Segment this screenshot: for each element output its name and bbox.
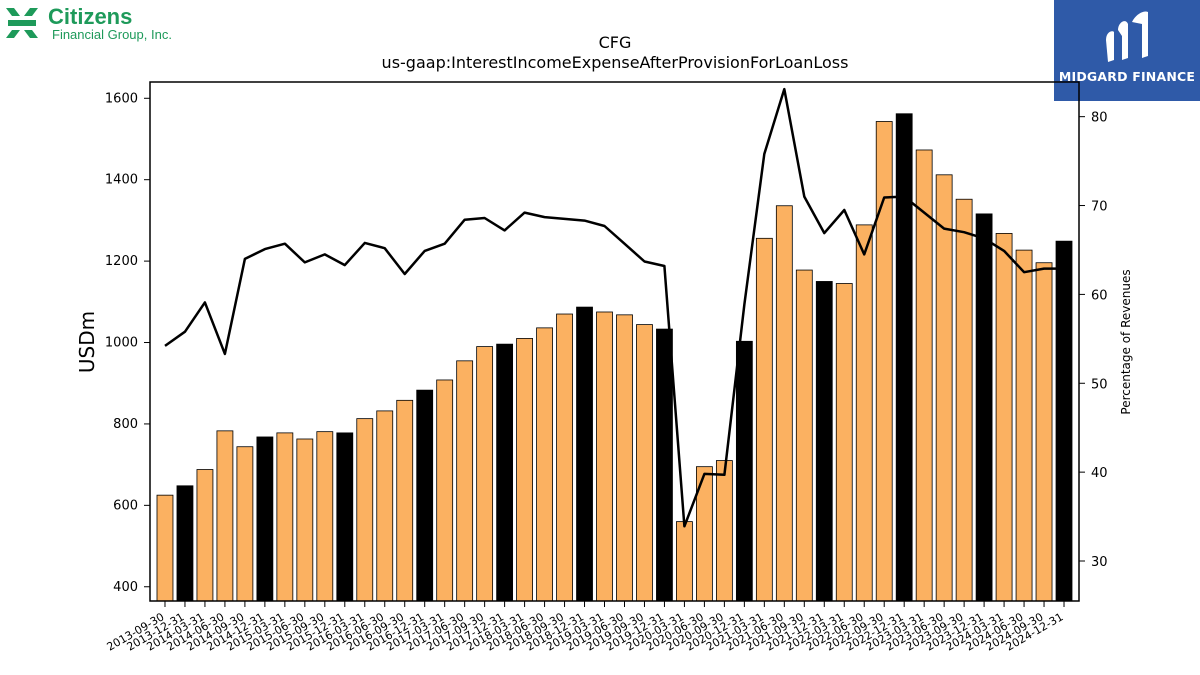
bar-2024-03-31 [995,233,1013,602]
y2-axis-label: Percentage of Revenues [1119,269,1133,414]
bar-2022-06-30 [855,224,873,602]
bar-2021-06-30 [775,205,793,602]
bar-2023-06-30 [935,174,953,602]
y2-tick-label: 40 [1091,466,1108,481]
bar-2013-09-30 [156,494,174,602]
bar-2018-03-31 [516,338,533,602]
bar-2023-09-30 [955,198,973,602]
citizens-logo-text: Citizens [48,4,132,29]
y2-tick-label: 30 [1091,555,1108,570]
x-axis: 2013-09-302013-12-312014-03-312014-06-30… [105,601,1066,654]
bar-2013-12-31 [176,485,194,602]
bar-2022-09-30 [875,121,893,602]
bar-2019-03-31 [596,311,613,602]
bar-2016-09-30 [396,399,414,602]
citizens-logo-mark: Citizens Financial Group, Inc. [6,4,172,42]
y2-tick-label: 80 [1091,111,1108,126]
bar-2014-03-31 [196,469,214,602]
y-axis-label: USDm [75,311,99,373]
bar-2020-12-31 [735,340,753,602]
bar-2022-12-31 [895,113,913,602]
bar-2022-03-31 [835,283,853,602]
bar-2017-09-30 [476,346,494,602]
bar-2018-12-31 [576,306,593,602]
citizens-logo: Citizens Financial Group, Inc. [4,4,204,44]
y2-tick-label: 70 [1091,200,1108,215]
y-tick-label: 1400 [105,173,138,188]
bar-2019-09-30 [636,324,653,602]
bar-2018-06-30 [536,327,553,602]
y-tick-label: 600 [113,498,138,513]
bar-2020-09-30 [715,460,733,602]
y-tick-label: 1000 [105,336,138,351]
bar-2014-09-30 [236,446,254,602]
bar-2023-12-31 [975,213,993,602]
bar-2024-09-30 [1035,262,1053,602]
bar-2021-12-31 [815,281,833,602]
midgard-logo-icon [1106,11,1148,62]
bar-2021-09-30 [795,269,813,602]
bar-2015-06-30 [296,438,314,602]
bar-2020-03-31 [676,521,693,602]
bar-2017-12-31 [496,343,514,602]
plot-frame [149,81,1080,602]
y-tick-label: 400 [113,580,138,595]
citizens-logo-icon [6,8,38,38]
midgard-logo-text: MIDGARD FINANCE [1058,69,1196,84]
bar-2015-09-30 [316,431,334,602]
bar-2019-06-30 [616,314,633,602]
bar-2021-03-31 [755,237,773,602]
bar-2024-06-30 [1015,249,1033,602]
citizens-logo-subtext: Financial Group, Inc. [52,27,172,42]
y-axis-left: 400 600 800 1000 1200 1400 1600 [105,91,150,595]
y-tick-label: 1200 [105,254,138,269]
y-axis-right: 30 40 50 60 70 80 [1079,111,1108,570]
y2-tick-label: 50 [1091,377,1108,392]
bars-layer [156,113,1073,602]
y-tick-label: 1600 [105,91,138,106]
bar-2016-12-31 [416,389,434,602]
bar-2024-12-31 [1055,240,1073,602]
bar-2014-06-30 [216,430,234,602]
line-layer [164,87,1064,528]
y-tick-label: 800 [113,417,138,432]
bar-2016-03-31 [356,418,374,602]
bar-2015-03-31 [276,432,294,602]
y2-tick-label: 60 [1091,288,1108,303]
bar-2017-03-31 [436,379,454,602]
bar-2017-06-30 [456,360,474,602]
bar-2019-12-31 [656,328,673,602]
bar-2014-12-31 [256,436,274,602]
chart-subtitle: us-gaap:InterestIncomeExpenseAfterProvis… [382,53,849,72]
bar-2018-09-30 [556,313,573,602]
bar-2015-12-31 [336,432,354,602]
bar-2016-06-30 [376,410,394,602]
revenue-percentage-line [164,87,1064,528]
chart-title: CFG [599,33,632,52]
